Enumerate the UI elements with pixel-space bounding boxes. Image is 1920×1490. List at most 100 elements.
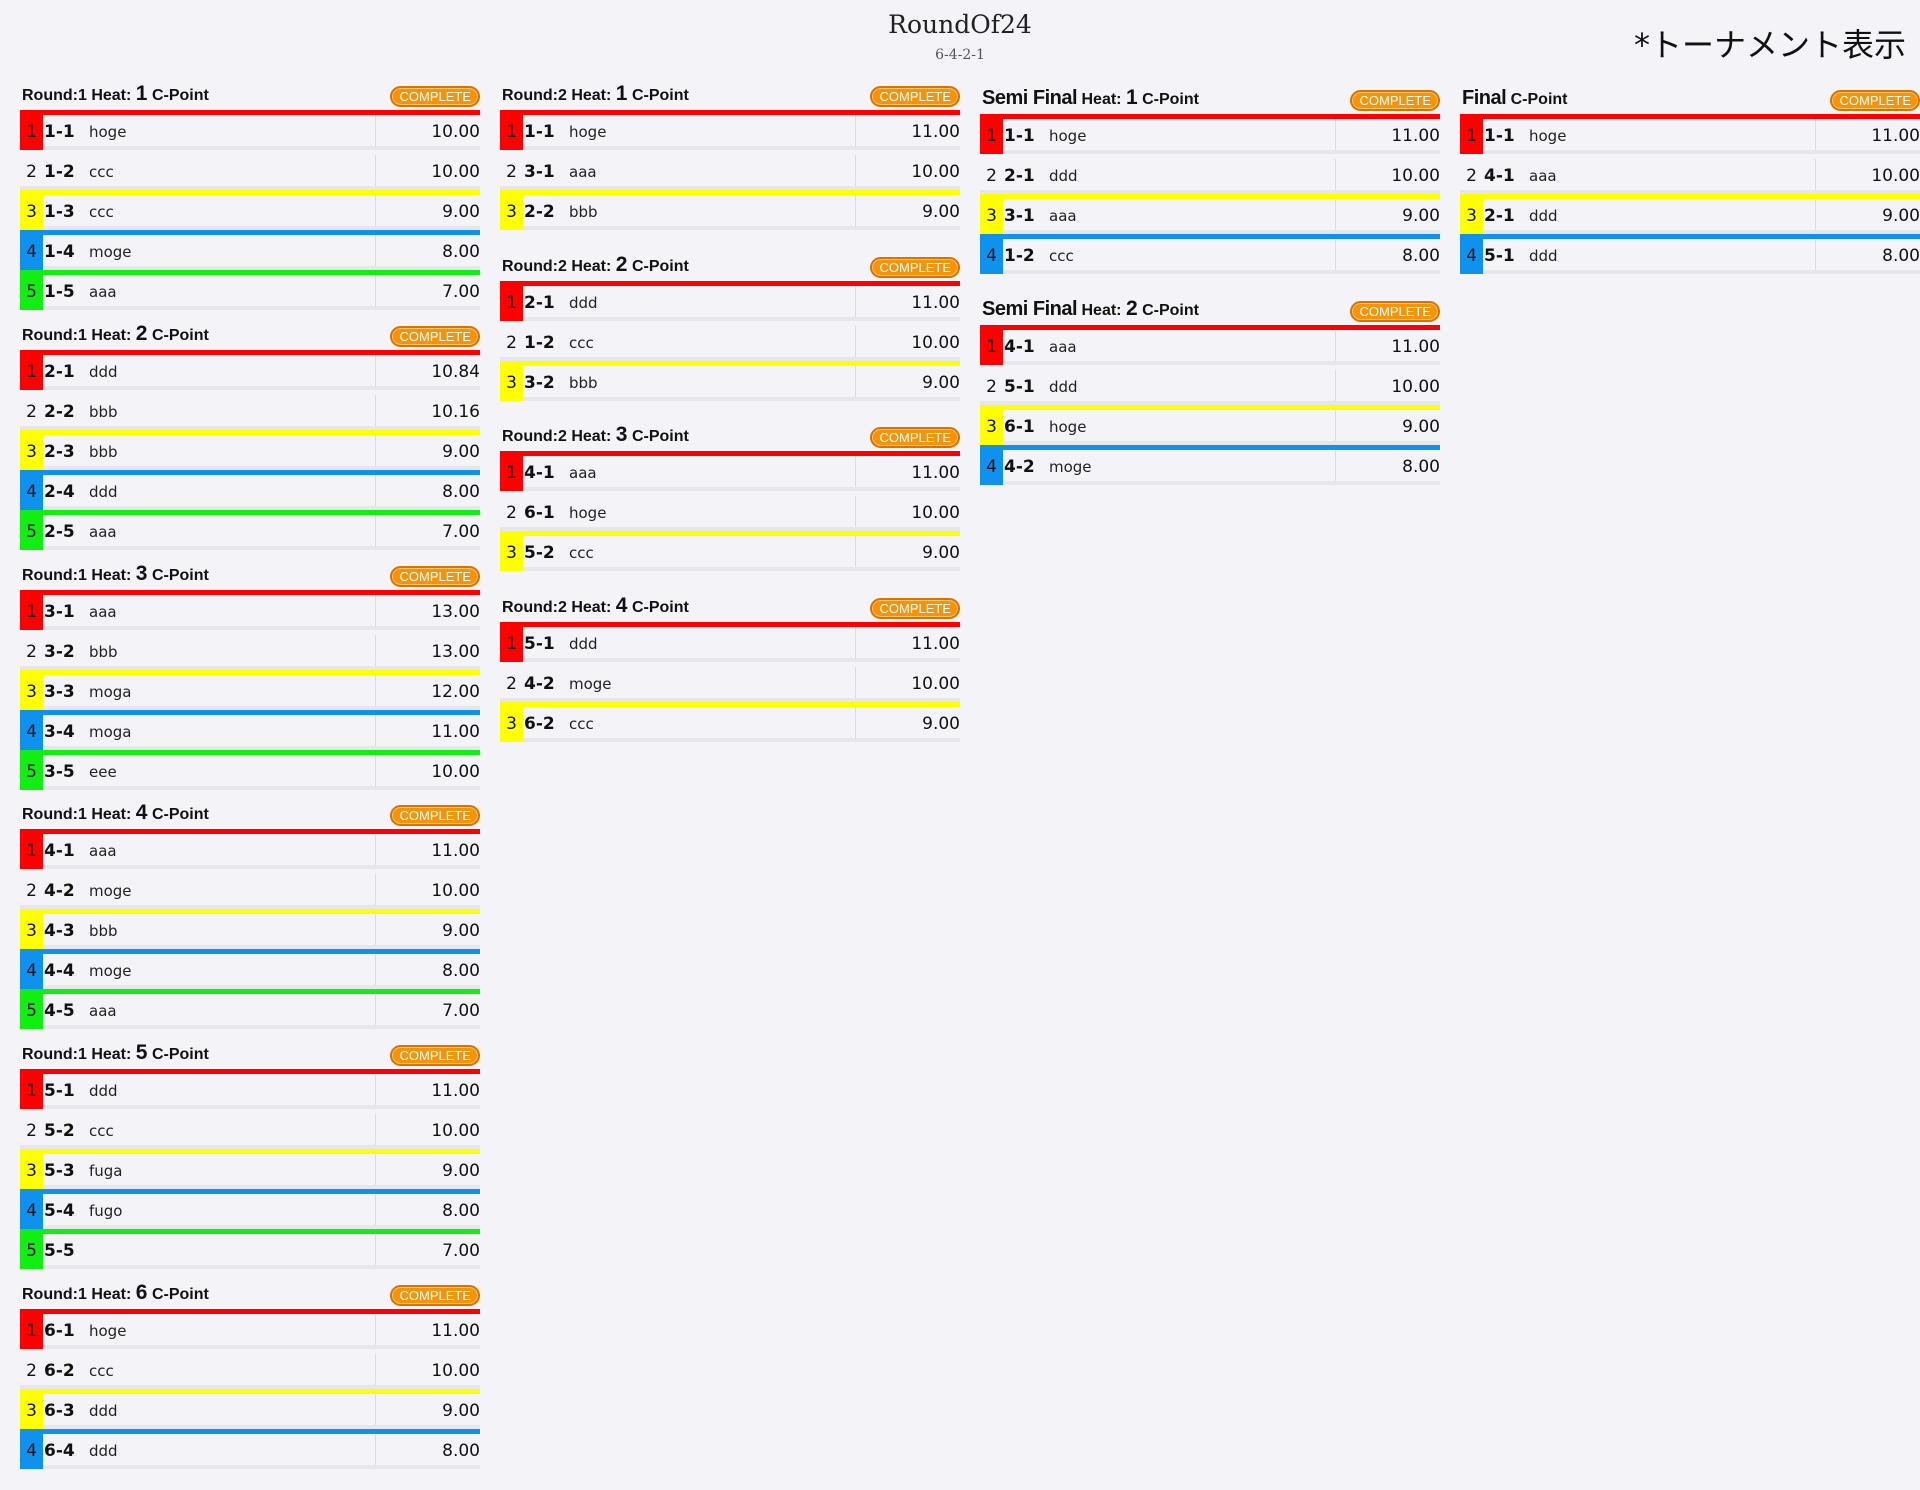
status-badge[interactable]: COMPLETE <box>1350 301 1440 322</box>
result-row[interactable]: 2 4-2 moge 10.00 <box>20 874 480 914</box>
entry-id: 4-1 <box>524 463 555 483</box>
result-row[interactable]: 5 5-5 7.00 <box>20 1234 480 1269</box>
entry-id: 3-1 <box>44 602 75 622</box>
result-row[interactable]: 2 5-1 ddd 10.00 <box>980 370 1440 410</box>
status-badge[interactable]: COMPLETE <box>870 598 960 619</box>
result-row[interactable]: 2 2-2 bbb 10.16 <box>20 395 480 435</box>
result-row[interactable]: 4 1-2 ccc 8.00 <box>980 239 1440 274</box>
result-row[interactable]: 1 1-1 hoge 10.00 <box>20 115 480 155</box>
status-badge[interactable]: COMPLETE <box>390 566 480 587</box>
result-row[interactable]: 5 2-5 aaa 7.00 <box>20 515 480 550</box>
score-cell: 9.00 <box>855 707 960 738</box>
entry-name: ccc <box>89 203 114 221</box>
result-row[interactable]: 1 4-1 aaa 11.00 <box>20 834 480 874</box>
result-row[interactable]: 5 3-5 eee 10.00 <box>20 755 480 790</box>
score-cell: 11.00 <box>1335 119 1440 150</box>
result-row[interactable]: 4 4-2 moge 8.00 <box>980 450 1440 485</box>
entry-name: ddd <box>1529 207 1558 225</box>
result-row[interactable]: 3 5-3 fuga 9.00 <box>20 1154 480 1194</box>
status-badge[interactable]: COMPLETE <box>870 86 960 107</box>
score-cell: 11.00 <box>375 1074 480 1105</box>
result-row[interactable]: 3 1-3 ccc 9.00 <box>20 195 480 235</box>
result-row[interactable]: 2 3-1 aaa 10.00 <box>500 155 960 195</box>
entry-name: hoge <box>89 123 127 141</box>
entry-id: 5-1 <box>1484 246 1515 266</box>
result-row[interactable]: 4 1-4 moge 8.00 <box>20 235 480 275</box>
result-row[interactable]: 5 1-5 aaa 7.00 <box>20 275 480 310</box>
entry-id: 1-2 <box>1004 246 1035 266</box>
score-cell: 13.00 <box>375 595 480 626</box>
result-row[interactable]: 5 4-5 aaa 7.00 <box>20 994 480 1029</box>
result-row[interactable]: 3 2-3 bbb 9.00 <box>20 435 480 475</box>
score-cell: 11.00 <box>855 456 960 487</box>
status-badge[interactable]: COMPLETE <box>1350 90 1440 111</box>
result-row[interactable]: 2 3-2 bbb 13.00 <box>20 635 480 675</box>
entry-name: moge <box>89 243 132 261</box>
result-row[interactable]: 4 5-4 fugo 8.00 <box>20 1194 480 1234</box>
result-row[interactable]: 1 1-1 hoge 11.00 <box>500 115 960 155</box>
status-badge[interactable]: COMPLETE <box>870 427 960 448</box>
result-row[interactable]: 1 6-1 hoge 11.00 <box>20 1314 480 1354</box>
entry-name: moge <box>89 962 132 980</box>
status-badge[interactable]: COMPLETE <box>390 86 480 107</box>
entry-id: 2-1 <box>44 362 75 382</box>
round-label: Round:2 <box>502 428 567 445</box>
result-row[interactable]: 3 2-1 ddd 9.00 <box>1460 199 1920 239</box>
heat-panel: Round:1 Heat: 6 C-Point COMPLETE 1 6-1 hoge 1… <box>20 1281 480 1469</box>
result-row[interactable]: 1 1-1 hoge 11.00 <box>1460 119 1920 159</box>
result-row[interactable]: 2 2-1 ddd 10.00 <box>980 159 1440 199</box>
result-row[interactable]: 3 5-2 ccc 9.00 <box>500 536 960 571</box>
result-row[interactable]: 4 3-4 moga 11.00 <box>20 715 480 755</box>
rank-cell: 2 <box>986 377 997 397</box>
tournament-view-link[interactable]: *トーナメント表示 <box>1633 26 1906 64</box>
entry-id: 1-3 <box>44 202 75 222</box>
heat-panel: Round:1 Heat: 5 C-Point COMPLETE 1 5-1 ddd 11… <box>20 1041 480 1269</box>
entry-id: 5-2 <box>524 543 555 563</box>
result-row[interactable]: 1 5-1 ddd 11.00 <box>20 1074 480 1114</box>
score-cell: 10.00 <box>855 496 960 527</box>
point-label: C-Point <box>1142 302 1199 319</box>
status-badge[interactable]: COMPLETE <box>390 805 480 826</box>
entry-name: bbb <box>89 443 118 461</box>
result-row[interactable]: 2 4-1 aaa 10.00 <box>1460 159 1920 199</box>
result-row[interactable]: 2 6-2 ccc 10.00 <box>20 1354 480 1394</box>
result-row[interactable]: 2 6-1 hoge 10.00 <box>500 496 960 536</box>
result-row[interactable]: 3 6-3 ddd 9.00 <box>20 1394 480 1434</box>
result-row[interactable]: 2 1-2 ccc 10.00 <box>500 326 960 366</box>
result-row[interactable]: 1 2-1 ddd 10.84 <box>20 355 480 395</box>
result-row[interactable]: 1 3-1 aaa 13.00 <box>20 595 480 635</box>
result-row[interactable]: 1 4-1 aaa 11.00 <box>500 456 960 496</box>
result-row[interactable]: 1 1-1 hoge 11.00 <box>980 119 1440 159</box>
result-row[interactable]: 4 6-4 ddd 8.00 <box>20 1434 480 1469</box>
heat-panel: Round:1 Heat: 1 C-Point COMPLETE 1 1-1 hoge 1… <box>20 82 480 310</box>
status-badge[interactable]: COMPLETE <box>1830 90 1920 111</box>
result-row[interactable]: 1 2-1 ddd 11.00 <box>500 286 960 326</box>
result-row[interactable]: 2 5-2 ccc 10.00 <box>20 1114 480 1154</box>
status-badge[interactable]: COMPLETE <box>870 257 960 278</box>
result-row[interactable]: 2 1-2 ccc 10.00 <box>20 155 480 195</box>
score-cell: 8.00 <box>1335 239 1440 270</box>
result-row[interactable]: 3 6-1 hoge 9.00 <box>980 410 1440 450</box>
result-row[interactable]: 3 4-3 bbb 9.00 <box>20 914 480 954</box>
result-row[interactable]: 1 4-1 aaa 11.00 <box>980 330 1440 370</box>
result-row[interactable]: 3 3-1 aaa 9.00 <box>980 199 1440 239</box>
rank-cell: 4 <box>980 450 1003 485</box>
status-badge[interactable]: COMPLETE <box>390 326 480 347</box>
heat-header: Semi Final Heat: 1 C-Point COMPLETE <box>980 86 1440 119</box>
result-row[interactable]: 4 5-1 ddd 8.00 <box>1460 239 1920 274</box>
result-row[interactable]: 2 4-2 moge 10.00 <box>500 667 960 707</box>
result-row[interactable]: 4 2-4 ddd 8.00 <box>20 475 480 515</box>
result-row[interactable]: 3 2-2 bbb 9.00 <box>500 195 960 230</box>
result-row[interactable]: 3 3-2 bbb 9.00 <box>500 366 960 401</box>
result-row[interactable]: 3 3-3 moga 12.00 <box>20 675 480 715</box>
result-row[interactable]: 1 5-1 ddd 11.00 <box>500 627 960 667</box>
score-cell: 7.00 <box>375 515 480 546</box>
entry-id: 6-2 <box>44 1361 75 1381</box>
status-badge[interactable]: COMPLETE <box>390 1045 480 1066</box>
rank-cell: 3 <box>500 536 523 571</box>
result-row[interactable]: 4 4-4 moge 8.00 <box>20 954 480 994</box>
result-row[interactable]: 3 6-2 ccc 9.00 <box>500 707 960 742</box>
status-badge[interactable]: COMPLETE <box>390 1285 480 1306</box>
entry-id: 6-1 <box>1004 417 1035 437</box>
heat-number: 3 <box>615 423 628 446</box>
